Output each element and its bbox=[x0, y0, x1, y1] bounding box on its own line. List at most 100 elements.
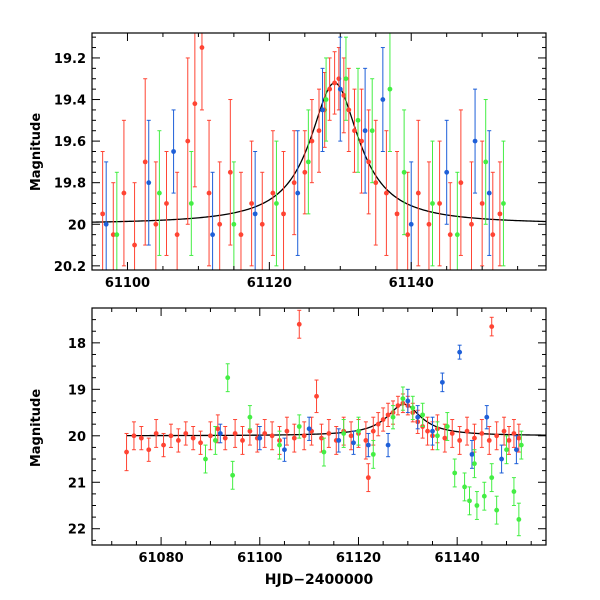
data-marker bbox=[153, 221, 159, 227]
top-blue-point bbox=[444, 119, 450, 225]
top-red-point bbox=[291, 130, 297, 236]
data-marker bbox=[291, 180, 297, 186]
data-marker bbox=[203, 456, 208, 462]
top-red-point bbox=[121, 119, 127, 267]
data-marker bbox=[506, 438, 512, 443]
top-red-point bbox=[302, 130, 308, 215]
top-green-point bbox=[114, 171, 120, 270]
top-red-point bbox=[327, 57, 333, 121]
data-marker bbox=[247, 428, 253, 434]
top-red-point bbox=[217, 161, 223, 270]
top-blue-point bbox=[320, 67, 325, 152]
top-red-point bbox=[383, 130, 389, 256]
data-marker bbox=[370, 451, 376, 457]
data-marker bbox=[124, 449, 129, 455]
top-green-point bbox=[387, 33, 393, 152]
top-blue-point bbox=[210, 171, 215, 270]
data-marker bbox=[164, 201, 169, 206]
bottom-red-point bbox=[511, 419, 517, 448]
bottom-red-point bbox=[175, 428, 181, 453]
bottom-green-point bbox=[230, 460, 236, 490]
bottom-green-point bbox=[212, 426, 218, 455]
bottom-green-point bbox=[277, 430, 282, 460]
data-marker bbox=[499, 456, 504, 462]
data-marker bbox=[370, 428, 376, 434]
bottom-x-tick-label: 61140 bbox=[435, 551, 480, 566]
data-marker bbox=[479, 431, 485, 436]
data-marker bbox=[435, 433, 440, 439]
bottom-red-point bbox=[464, 416, 470, 446]
data-marker bbox=[400, 396, 406, 402]
top-blue-point bbox=[252, 151, 258, 270]
top-red-point bbox=[249, 140, 255, 267]
data-marker bbox=[323, 97, 329, 102]
data-marker bbox=[469, 451, 475, 457]
data-marker bbox=[227, 169, 233, 175]
data-marker bbox=[483, 159, 489, 165]
bottom-plot-frame bbox=[91, 307, 547, 546]
data-marker bbox=[215, 426, 221, 432]
bottom-red-point bbox=[516, 423, 522, 453]
bottom-green-point bbox=[356, 416, 361, 446]
data-marker bbox=[352, 128, 357, 134]
data-marker bbox=[489, 324, 495, 329]
top-red-point bbox=[238, 171, 244, 270]
data-marker bbox=[425, 428, 430, 434]
bottom-green-point bbox=[370, 439, 376, 469]
data-marker bbox=[230, 472, 236, 478]
top-green-point bbox=[355, 67, 361, 173]
bottom-red-point bbox=[380, 407, 386, 432]
data-marker bbox=[385, 442, 391, 448]
bottom-green-point bbox=[518, 430, 524, 460]
bottom-green-point bbox=[400, 386, 406, 411]
bottom-green-point bbox=[467, 486, 472, 516]
data-marker bbox=[410, 405, 416, 411]
top-red-point bbox=[270, 130, 276, 256]
bottom-green-point bbox=[410, 395, 416, 421]
data-marker bbox=[444, 424, 450, 429]
data-marker bbox=[359, 138, 364, 144]
bottom-red-point bbox=[326, 419, 332, 448]
data-marker bbox=[486, 438, 492, 443]
data-marker bbox=[365, 475, 371, 481]
data-marker bbox=[208, 433, 213, 439]
bottom-ylabel: Magnitude bbox=[29, 389, 44, 468]
bottom-red-point bbox=[479, 419, 485, 448]
data-marker bbox=[355, 117, 361, 123]
data-marker bbox=[511, 431, 517, 436]
data-marker bbox=[114, 232, 120, 238]
data-marker bbox=[511, 489, 517, 494]
data-marker bbox=[217, 221, 223, 227]
data-marker bbox=[351, 440, 356, 446]
data-marker bbox=[366, 159, 372, 165]
bottom-red-point bbox=[222, 426, 228, 451]
data-marker bbox=[183, 431, 189, 436]
bottom-green-point bbox=[444, 412, 450, 441]
bottom-x-tick-label: 61120 bbox=[336, 551, 381, 566]
bottom-blue-point bbox=[282, 437, 287, 462]
data-marker bbox=[486, 190, 492, 196]
data-marker bbox=[252, 211, 258, 217]
data-marker bbox=[385, 412, 391, 418]
data-marker bbox=[501, 201, 506, 206]
bottom-panel: 61080 61100 61120 61140 18 19 20 21 22 Magnitude… bbox=[29, 307, 547, 588]
bottom-x-tick-label: 61080 bbox=[138, 551, 183, 566]
data-marker bbox=[395, 403, 401, 408]
top-blue-point bbox=[486, 130, 492, 256]
top-red-point bbox=[185, 57, 191, 225]
top-y-tick-label: 19.6 bbox=[54, 135, 86, 150]
data-marker bbox=[365, 442, 371, 448]
top-red-point bbox=[394, 151, 400, 270]
top-green-point bbox=[483, 99, 489, 225]
data-marker bbox=[415, 190, 421, 196]
bottom-green-point bbox=[435, 421, 440, 451]
top-red-point bbox=[227, 99, 233, 246]
data-marker bbox=[490, 232, 496, 238]
data-marker bbox=[387, 86, 393, 92]
data-marker bbox=[458, 180, 464, 186]
top-red-point bbox=[100, 151, 106, 270]
data-marker bbox=[222, 435, 228, 441]
bottom-green-point bbox=[494, 495, 500, 525]
data-marker bbox=[327, 86, 333, 92]
top-red-point bbox=[479, 140, 485, 267]
